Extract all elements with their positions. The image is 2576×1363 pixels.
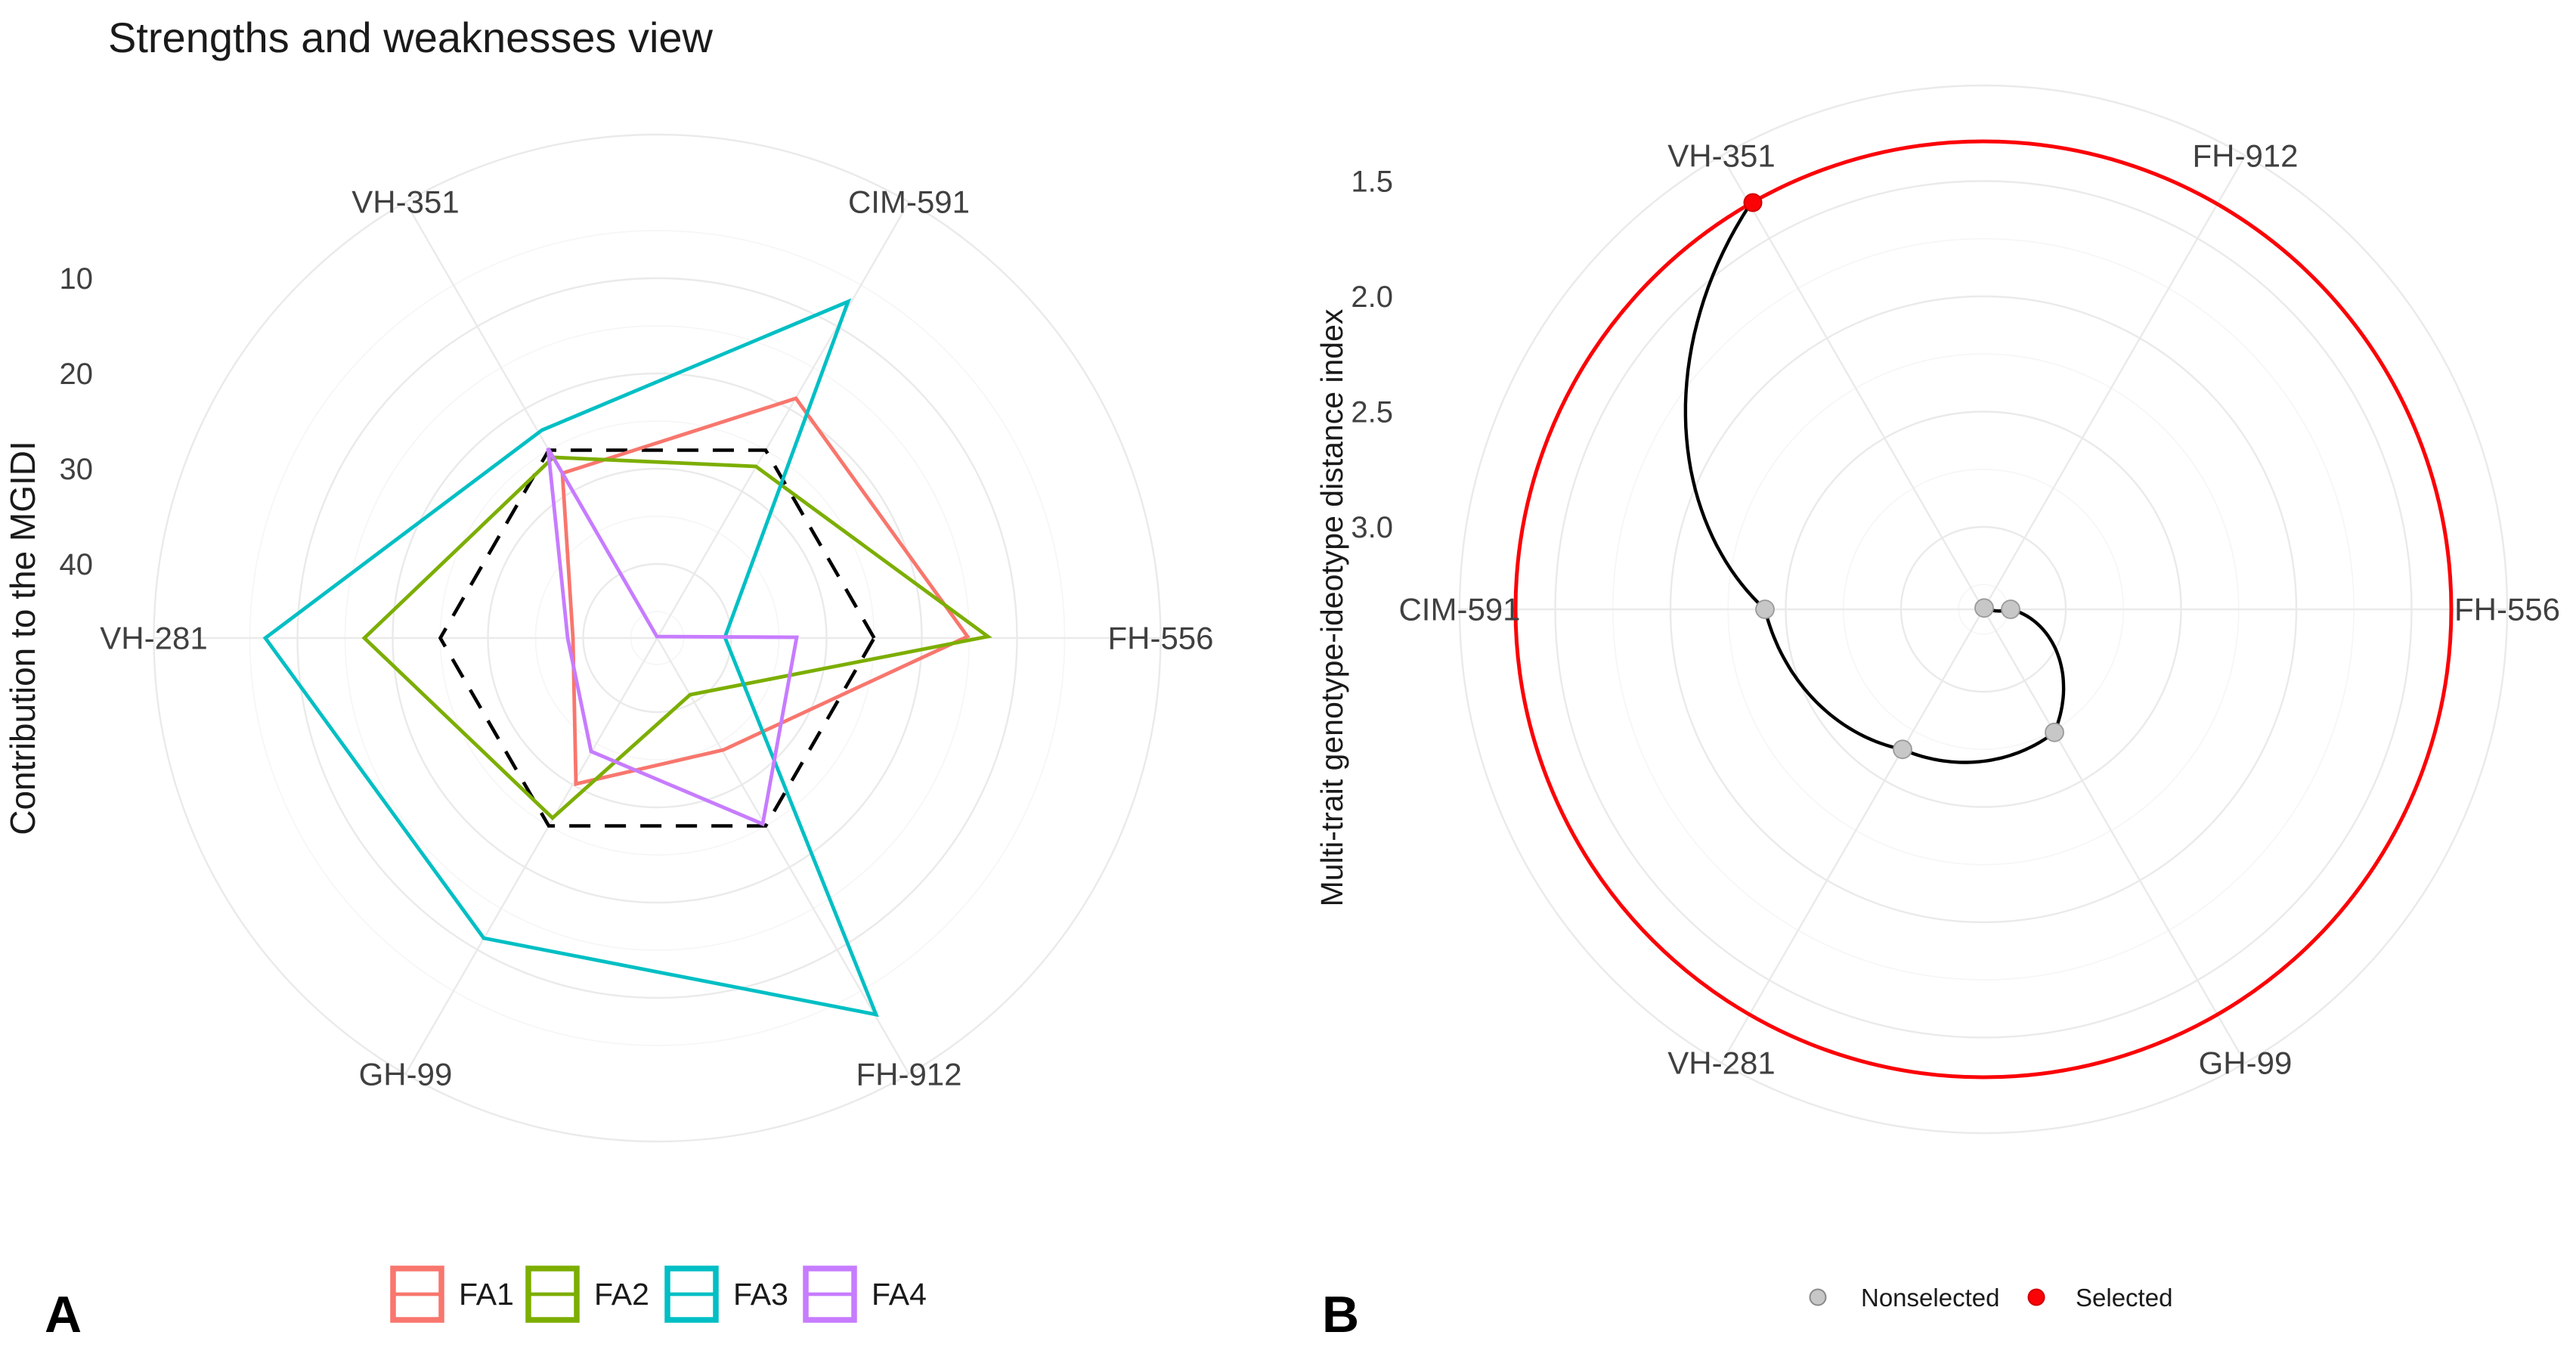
svg-text:CIM-591: CIM-591 [1398, 592, 1520, 627]
svg-text:VH-281: VH-281 [100, 621, 207, 656]
svg-text:FH-556: FH-556 [2454, 592, 2560, 627]
svg-text:FH-912: FH-912 [2192, 138, 2298, 173]
svg-text:VH-351: VH-351 [351, 184, 459, 220]
svg-text:GH-99: GH-99 [2199, 1045, 2293, 1081]
svg-text:B: B [1322, 1286, 1359, 1343]
svg-text:10: 10 [60, 262, 94, 296]
svg-text:1.5: 1.5 [1351, 166, 1393, 199]
svg-text:FA1: FA1 [459, 1277, 514, 1312]
svg-text:40: 40 [60, 548, 94, 581]
svg-text:FA4: FA4 [872, 1277, 927, 1312]
svg-text:A: A [45, 1286, 82, 1343]
svg-text:Strengths and weaknesses view: Strengths and weaknesses view [108, 14, 714, 61]
svg-text:GH-99: GH-99 [359, 1056, 453, 1092]
svg-text:20: 20 [60, 358, 94, 391]
svg-text:Contribution to the MGIDI: Contribution to the MGIDI [3, 441, 42, 835]
svg-text:2.5: 2.5 [1351, 396, 1393, 429]
svg-text:Selected: Selected [2076, 1284, 2172, 1312]
svg-text:FA2: FA2 [594, 1277, 649, 1312]
svg-text:FH-912: FH-912 [856, 1056, 961, 1092]
svg-text:Nonselected: Nonselected [1861, 1284, 1999, 1312]
svg-text:3.0: 3.0 [1351, 511, 1393, 544]
svg-text:30: 30 [60, 453, 94, 486]
svg-text:VH-281: VH-281 [1667, 1045, 1775, 1081]
svg-text:FH-556: FH-556 [1107, 621, 1213, 656]
svg-text:Multi-trait genotype-ideotype: Multi-trait genotype-ideotype distance i… [1314, 308, 1349, 906]
svg-text:VH-351: VH-351 [1667, 138, 1775, 173]
svg-text:2.0: 2.0 [1351, 280, 1393, 314]
svg-text:FA3: FA3 [733, 1277, 788, 1312]
svg-text:CIM-591: CIM-591 [848, 184, 970, 220]
